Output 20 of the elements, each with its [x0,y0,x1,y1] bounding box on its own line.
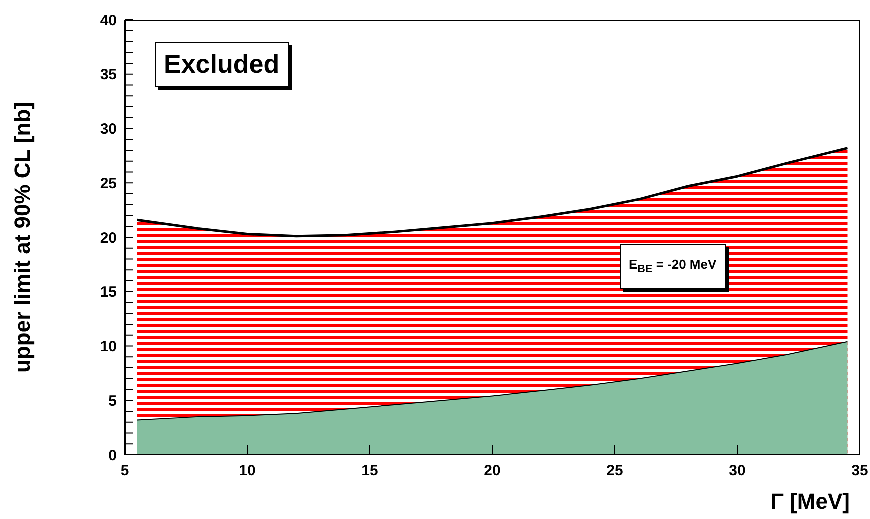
y-tick-label: 5 [108,392,117,410]
x-tick-label: 10 [239,462,256,480]
annotation: E$_{BE}$ = -20 MeV [620,244,726,289]
y-axis-title: upper limit at 90% CL [nb] [10,102,35,373]
x-tick-label: 30 [729,462,746,480]
x-tick-label: 20 [484,462,501,480]
x-tick-label: 5 [120,462,130,480]
y-tick-label: 0 [108,447,117,464]
x-tick-label: 15 [362,462,378,480]
x-axis-title: Γ [MeV] [770,489,850,514]
y-tick-label: 40 [100,12,117,30]
annotation: Excluded [155,42,289,87]
y-tick-label: 35 [100,66,117,84]
y-tick-label: 20 [100,230,117,247]
y-tick-label: 10 [100,338,117,356]
y-tick-label: 25 [100,175,117,192]
y-tick-label: 15 [100,284,117,302]
x-tick-label: 35 [852,462,868,480]
x-tick-label: 25 [606,462,624,480]
y-tick-label: 30 [100,121,117,138]
